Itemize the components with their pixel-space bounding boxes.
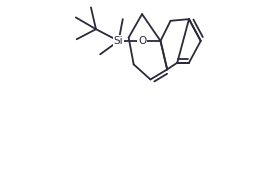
Text: Si: Si: [114, 36, 123, 46]
Text: O: O: [138, 36, 146, 46]
